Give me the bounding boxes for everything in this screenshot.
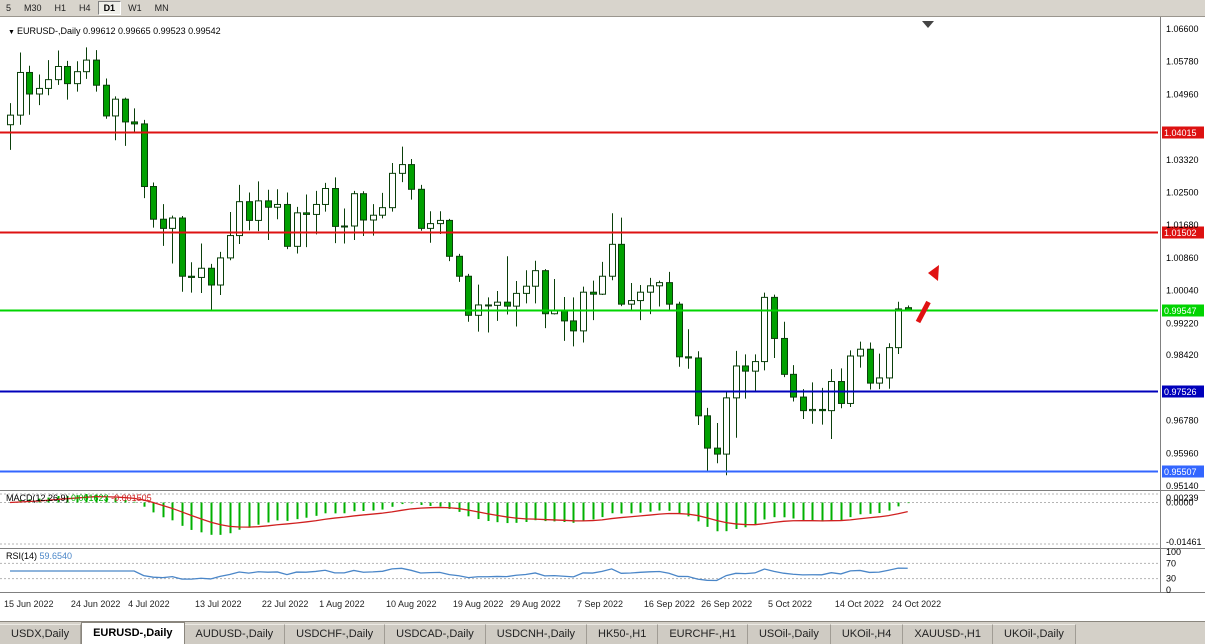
svg-text:1.00860: 1.00860 bbox=[1166, 253, 1199, 263]
svg-text:14 Oct 2022: 14 Oct 2022 bbox=[835, 599, 884, 609]
timeframe-button-d1[interactable]: D1 bbox=[97, 1, 122, 15]
svg-text:0.95140: 0.95140 bbox=[1166, 481, 1199, 491]
price-badge-1.04015: 1.04015 bbox=[1162, 126, 1204, 139]
timeframe-button-5[interactable]: 5 bbox=[6, 3, 12, 13]
chart-area: 1.04015 1.01502 0.99547 0.97526 0.95507 1.066… bbox=[0, 17, 1205, 622]
svg-text:0.99547: 0.99547 bbox=[1164, 306, 1197, 316]
price-badge-0.99547: 0.99547 bbox=[1162, 304, 1204, 317]
price-badge-0.97526: 0.97526 bbox=[1162, 385, 1204, 398]
svg-text:29 Aug 2022: 29 Aug 2022 bbox=[510, 599, 561, 609]
timeframe-button-mn[interactable]: MN bbox=[154, 3, 169, 13]
svg-text:1.00040: 1.00040 bbox=[1166, 286, 1199, 296]
ohlc-header: EURUSD-,Daily 0.99612 0.99665 0.99523 0.… bbox=[17, 26, 221, 36]
svg-text:24 Jun 2022: 24 Jun 2022 bbox=[71, 599, 121, 609]
svg-text:1.05780: 1.05780 bbox=[1166, 57, 1199, 67]
symbol-tab-usdx-daily[interactable]: USDX,Daily bbox=[0, 624, 82, 644]
svg-text:1.04960: 1.04960 bbox=[1166, 89, 1199, 99]
svg-text:1.04015: 1.04015 bbox=[1164, 128, 1197, 138]
symbol-tab-bar: USDX,Daily EURUSD-,Daily AUDUSD-,Daily USDC… bbox=[0, 621, 1205, 644]
svg-text:0.95960: 0.95960 bbox=[1166, 448, 1199, 458]
svg-text:1.06600: 1.06600 bbox=[1166, 24, 1199, 34]
svg-text:19 Aug 2022: 19 Aug 2022 bbox=[453, 599, 504, 609]
svg-text:0.98420: 0.98420 bbox=[1166, 350, 1199, 360]
price-badge-1.01502: 1.01502 bbox=[1162, 226, 1204, 239]
timeframe-button-m30[interactable]: M30 bbox=[24, 3, 42, 13]
symbol-tab-usdcad-daily[interactable]: USDCAD-,Daily bbox=[385, 624, 486, 644]
svg-text:22 Jul 2022: 22 Jul 2022 bbox=[262, 599, 309, 609]
symbol-tab-ukoil-daily[interactable]: UKOil-,Daily bbox=[993, 624, 1076, 644]
price-badge-0.95507: 0.95507 bbox=[1162, 465, 1204, 478]
svg-text:4 Jul 2022: 4 Jul 2022 bbox=[128, 599, 170, 609]
symbol-tab-usdchf-daily[interactable]: USDCHF-,Daily bbox=[285, 624, 386, 644]
svg-text:0.97526: 0.97526 bbox=[1164, 387, 1197, 397]
svg-text:1 Aug 2022: 1 Aug 2022 bbox=[319, 599, 365, 609]
svg-text:1.01502: 1.01502 bbox=[1164, 228, 1197, 238]
symbol-tab-eurchf-h1[interactable]: EURCHF-,H1 bbox=[658, 624, 748, 644]
svg-text:70: 70 bbox=[1166, 558, 1176, 568]
svg-text:0: 0 bbox=[1166, 585, 1171, 595]
chart-shift-marker[interactable] bbox=[922, 21, 934, 28]
symbol-tab-eurusd-daily[interactable]: EURUSD-,Daily bbox=[81, 622, 185, 644]
timeframe-toolbar: 5 M30 H1 H4 D1 W1 MN bbox=[0, 0, 1205, 17]
macd-indicator-pane: MACD(12,26,9) 0.001623 -0.001505 0.002390… bbox=[0, 493, 1202, 547]
symbol-tab-usoil-daily[interactable]: USOil-,Daily bbox=[747, 624, 831, 644]
symbol-tab-audusd-daily[interactable]: AUDUSD-,Daily bbox=[184, 624, 286, 644]
chart-background bbox=[0, 17, 1205, 622]
svg-text:10 Aug 2022: 10 Aug 2022 bbox=[386, 599, 437, 609]
trend-arrow-annotation[interactable] bbox=[915, 265, 939, 324]
symbol-tab-ukoil-h4[interactable]: UKOil-,H4 bbox=[830, 624, 904, 644]
svg-text:0.96780: 0.96780 bbox=[1166, 416, 1199, 426]
svg-text:0.95507: 0.95507 bbox=[1164, 467, 1197, 477]
chart-canvas[interactable]: 1.040151.015020.995470.975260.955071.066… bbox=[0, 17, 1205, 622]
timeframe-button-w1[interactable]: W1 bbox=[128, 3, 142, 13]
symbol-tab-hk50-h1[interactable]: HK50-,H1 bbox=[587, 624, 659, 644]
timeframe-button-h1[interactable]: H1 bbox=[54, 3, 67, 13]
svg-text:0.99220: 0.99220 bbox=[1166, 318, 1199, 328]
svg-text:100: 100 bbox=[1166, 547, 1181, 557]
macd-label: MACD(12,26,9) 0.001623 -0.001505 bbox=[6, 493, 152, 503]
svg-text:0.00239: 0.00239 bbox=[1166, 493, 1199, 503]
svg-text:1.01680: 1.01680 bbox=[1166, 220, 1199, 230]
svg-text:7 Sep 2022: 7 Sep 2022 bbox=[577, 599, 623, 609]
symbol-tab-xauusd-h1[interactable]: XAUUSD-,H1 bbox=[903, 624, 993, 644]
svg-text:-0.01461: -0.01461 bbox=[1166, 537, 1202, 547]
svg-text:16 Sep 2022: 16 Sep 2022 bbox=[644, 599, 695, 609]
price-axis[interactable]: 1.06600 1.05780 1.04960 1.03320 1.02500 1.016… bbox=[1160, 17, 1199, 593]
time-axis[interactable]: 15 Jun 2022 24 Jun 2022 4 Jul 2022 13 Jul 2… bbox=[4, 599, 941, 609]
svg-text:24 Oct 2022: 24 Oct 2022 bbox=[892, 599, 941, 609]
svg-text:5 Oct 2022: 5 Oct 2022 bbox=[768, 599, 812, 609]
rsi-label: RSI(14) 59.6540 bbox=[6, 551, 72, 561]
timeframe-button-h4[interactable]: H4 bbox=[79, 3, 91, 13]
svg-text:13 Jul 2022: 13 Jul 2022 bbox=[195, 599, 242, 609]
svg-text:15 Jun 2022: 15 Jun 2022 bbox=[4, 599, 54, 609]
symbol-tab-usdcnh-daily[interactable]: USDCNH-,Daily bbox=[485, 624, 588, 644]
svg-text:26 Sep 2022: 26 Sep 2022 bbox=[701, 599, 752, 609]
svg-text:1.03320: 1.03320 bbox=[1166, 155, 1199, 165]
svg-text:1.02500: 1.02500 bbox=[1166, 187, 1199, 197]
svg-text:0.0000: 0.0000 bbox=[1166, 497, 1194, 507]
symbol-dropdown-icon[interactable]: ▼ bbox=[8, 29, 15, 36]
svg-text:30: 30 bbox=[1166, 574, 1176, 584]
